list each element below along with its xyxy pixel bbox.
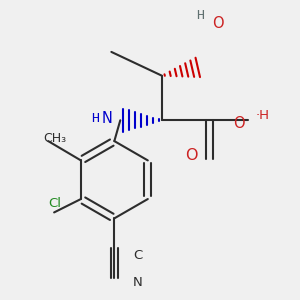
Text: N: N [133, 276, 143, 289]
Text: O: O [212, 16, 224, 31]
Text: O: O [233, 116, 245, 131]
Text: C: C [134, 249, 143, 262]
Text: N: N [102, 111, 113, 126]
Text: CH₃: CH₃ [44, 132, 67, 145]
Text: H: H [92, 112, 100, 125]
Text: ·H: ·H [256, 109, 269, 122]
Text: O: O [185, 148, 198, 164]
Text: H: H [196, 9, 205, 22]
Text: Cl: Cl [48, 197, 61, 210]
